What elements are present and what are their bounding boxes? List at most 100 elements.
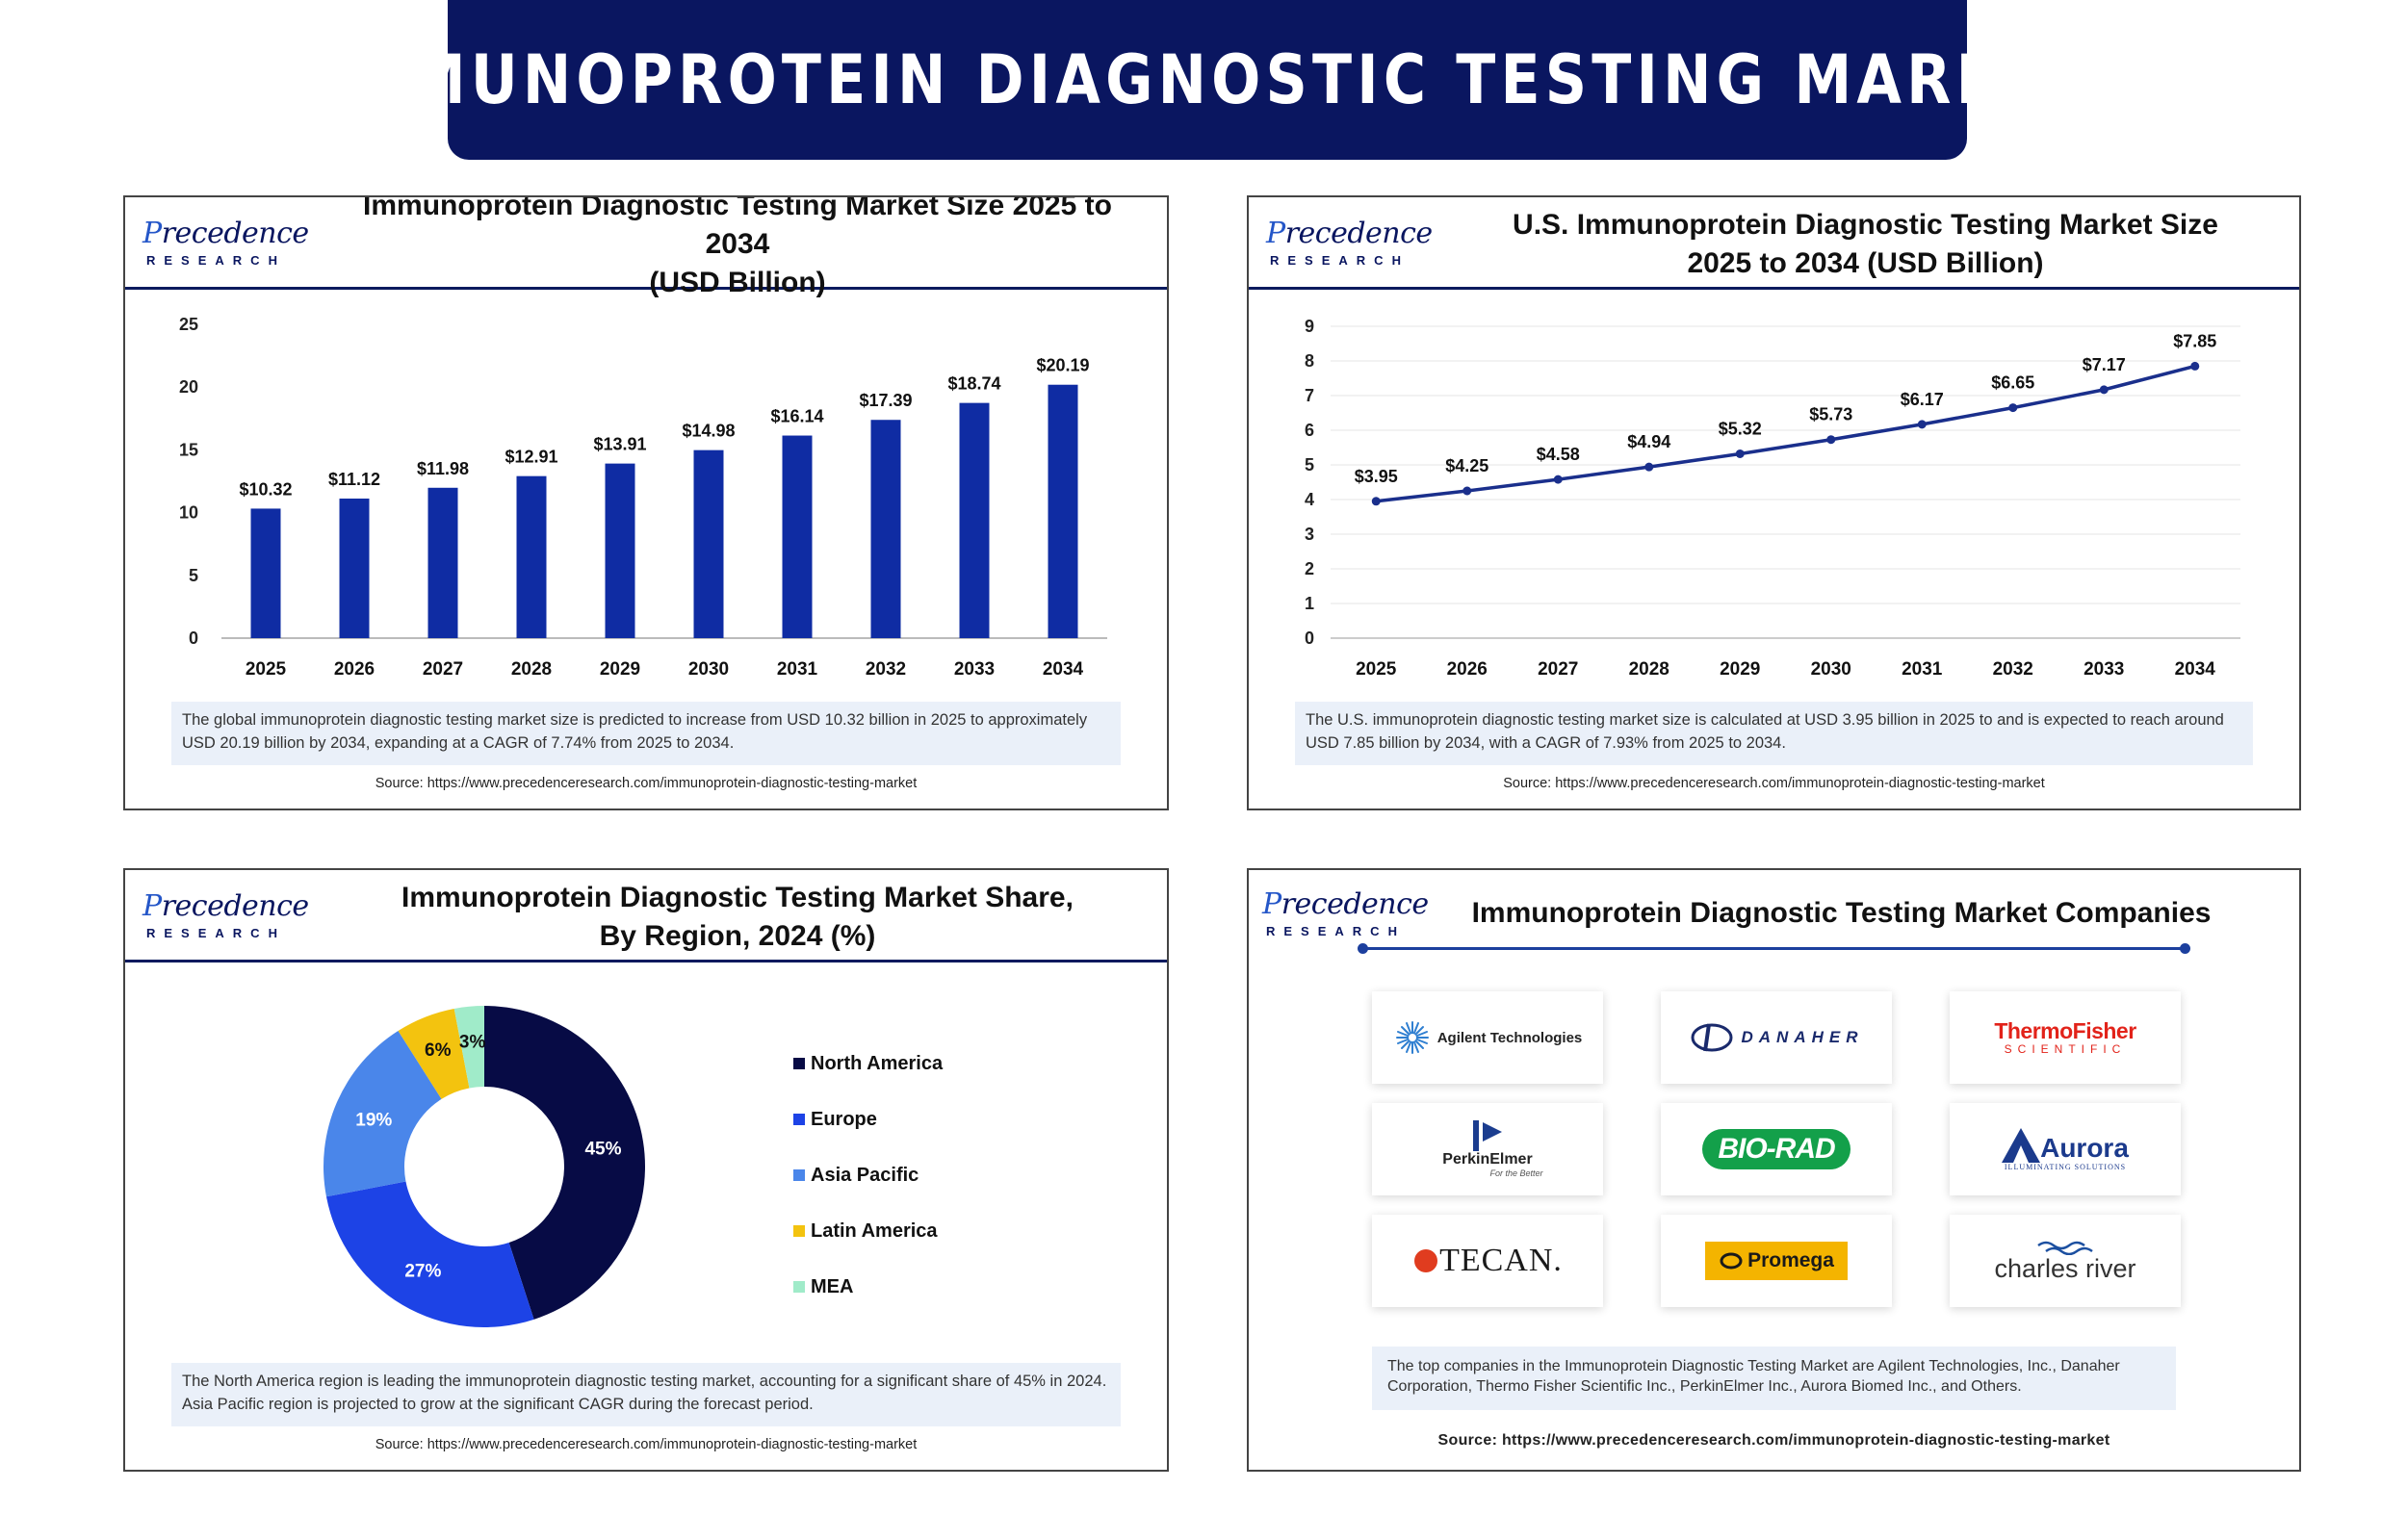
data-point [2099,385,2109,395]
donut-slice [453,1006,484,1089]
point-value-label: $6.17 [1901,390,1944,409]
logo-wordmark: Precedence [1266,217,1433,250]
bar [693,449,724,638]
x-tick-label: 2029 [600,659,640,680]
bar [782,435,813,638]
y-tick-label: 15 [179,440,198,459]
point-value-label: $7.17 [2083,355,2126,374]
panel-title-line1: U.S. Immunoprotein Diagnostic Testing Ma… [1513,209,2218,241]
x-tick-label: 2026 [334,659,375,680]
logo-subtext: RESEARCH [146,926,286,940]
source-text: Source: https://www.precedenceresearch.c… [375,1437,918,1452]
legend-item: Latin America [793,1203,943,1259]
panel-title: Immunoprotein Diagnostic Testing Market … [1471,897,2212,929]
bar [870,420,901,638]
legend-swatch [793,1114,805,1125]
point-value-label: $4.25 [1445,456,1488,475]
global-bar-chart: 0510152025$10.322025$11.122026$11.982027… [179,315,1107,680]
global-market-panel: Precedence RESEARCH Immunoprotein Diagno… [123,195,1169,810]
data-point [1462,486,1472,496]
company-name: PerkinElmer [1442,1150,1533,1168]
precedence-logo: Precedence RESEARCH [1262,887,1429,945]
x-tick-label: 2027 [1538,659,1578,680]
precedence-logo: Precedence RESEARCH [142,217,309,274]
company-subname: SCIENTIFIC [2004,1042,2127,1056]
point-value-label: $3.95 [1355,467,1398,486]
bar [250,508,281,638]
legend-swatch [793,1281,805,1293]
bar-value-label: $13.91 [593,435,646,454]
logo-wordmark: Precedence [1262,887,1429,921]
legend-item: MEA [793,1259,943,1315]
panel-title: Immunoprotein Diagnostic Testing Market … [327,197,1148,298]
x-tick-label: 2033 [2083,659,2124,680]
y-tick-label: 8 [1305,351,1314,371]
company-logo-tecan: TECAN. [1372,1215,1603,1307]
bar [339,498,370,638]
data-point [1735,449,1745,458]
agilent-spark-icon [1395,1021,1429,1054]
x-tick-label: 2030 [1811,659,1851,680]
bar-value-label: $10.32 [239,479,292,499]
precedence-logo: Precedence RESEARCH [1266,217,1433,274]
bar [605,463,635,638]
x-tick-label: 2030 [688,659,729,680]
donut-slice [398,1008,470,1099]
x-tick-label: 2032 [866,659,906,680]
x-tick-label: 2034 [1043,659,1084,680]
panel-title-line1: Immunoprotein Diagnostic Testing Market … [401,882,1074,913]
logo-subtext: RESEARCH [146,253,286,268]
legend-item: Europe [793,1091,943,1147]
x-tick-label: 2027 [423,659,463,680]
y-tick-label: 6 [1305,421,1314,440]
point-value-label: $5.73 [1809,405,1852,424]
company-name: ThermoFisher [1994,1018,2136,1043]
header-banner: IMMUNOPROTEIN DIAGNOSTIC TESTING MARKET [320,0,2090,160]
bar [1048,384,1078,638]
precedence-logo: Precedence RESEARCH [142,889,309,947]
legend-label: Latin America [811,1219,938,1242]
y-tick-label: 4 [1305,490,1314,509]
legend-label: North America [811,1052,944,1074]
slice-label: 45% [584,1139,621,1159]
legend-swatch [793,1169,805,1181]
x-tick-label: 2026 [1447,659,1488,680]
company-logo-biorad: BIO-RAD [1661,1103,1892,1195]
y-tick-label: 5 [1305,455,1314,475]
company-logo-promega: Promega [1661,1215,1892,1307]
aurora-a-icon [2002,1127,2041,1163]
source-text: Source: https://www.precedenceresearch.c… [375,776,918,791]
legend-item: Asia Pacific [793,1147,943,1203]
x-tick-label: 2028 [511,659,552,680]
company-logo-charlesriver: charles river [1950,1215,2181,1307]
donut-slice [484,1006,646,1320]
company-logo-perkinelmer: PerkinElmer For the Better [1372,1103,1603,1195]
bar-value-label: $16.14 [770,407,823,426]
data-point [1826,435,1836,445]
data-point [1644,462,1654,472]
legend-swatch [793,1225,805,1237]
bar [516,475,547,638]
logo-subtext: RESEARCH [1270,253,1410,268]
promega-ring-icon [1720,1252,1743,1270]
panel-title: U.S. Immunoprotein Diagnostic Testing Ma… [1451,205,2280,284]
rule-endpoint [2180,943,2190,954]
bar-value-label: $11.12 [328,470,380,489]
panel-title-line1: Immunoprotein Diagnostic Testing Market … [363,195,1112,260]
panel-title-line2: By Region, 2024 (%) [599,920,876,952]
source-text: Source: https://www.precedenceresearch.c… [1437,1432,2110,1449]
x-tick-label: 2031 [777,659,818,680]
company-name: charles river [1994,1254,2136,1283]
panel-title: Immunoprotein Diagnostic Testing Market … [327,878,1148,957]
bar-value-label: $14.98 [682,422,735,441]
y-tick-label: 9 [1305,317,1314,336]
us-market-panel: Precedence RESEARCH U.S. Immunoprotein D… [1247,195,2301,810]
tecan-dot-icon [1414,1249,1438,1272]
slice-label: 6% [425,1040,452,1061]
title-rule [1362,947,2186,950]
data-point [1553,475,1563,484]
donut-slice [324,1030,442,1197]
point-value-label: $6.65 [1991,373,2034,393]
y-tick-label: 0 [189,629,198,648]
point-value-label: $4.94 [1627,432,1670,451]
